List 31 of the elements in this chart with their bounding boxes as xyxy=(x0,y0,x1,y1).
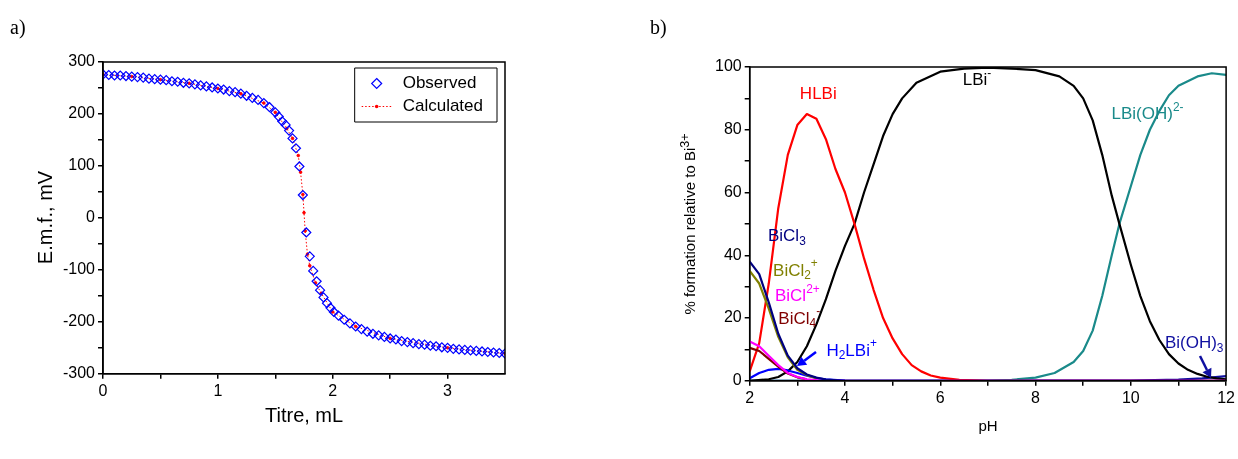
chart-title: a) xyxy=(10,16,26,39)
y-tick-label: 80 xyxy=(723,120,742,138)
y-tick-label: 100 xyxy=(68,156,96,174)
legend-label: Calculated xyxy=(402,96,483,116)
x-tick-label: 6 xyxy=(935,388,945,406)
y-tick-label: 60 xyxy=(723,182,742,200)
x-tick-label: 3 xyxy=(443,381,453,399)
x-axis-title: Titre, mL xyxy=(265,403,344,427)
y-tick-label: 40 xyxy=(723,245,742,263)
chart-title: b) xyxy=(650,16,667,39)
x-tick-label: 2 xyxy=(745,388,755,406)
x-tick-label: 4 xyxy=(840,388,850,406)
x-tick-label: 8 xyxy=(1031,388,1041,406)
y-tick-label: -200 xyxy=(62,312,96,330)
legend-label: Observed xyxy=(402,73,477,93)
x-tick-label: 1 xyxy=(213,381,223,399)
y-tick-label: -100 xyxy=(62,260,96,278)
x-tick-label: 12 xyxy=(1217,388,1236,406)
series-label: HLBi xyxy=(799,83,837,103)
y-tick-label: 0 xyxy=(86,208,96,226)
x-axis-title: pH xyxy=(978,416,998,434)
y-tick-label: 300 xyxy=(68,52,96,70)
y-tick-label: 20 xyxy=(723,308,742,326)
y-tick-label: -300 xyxy=(62,364,96,382)
y-axis-title: E.m.f., mV xyxy=(33,171,57,265)
series-label: LBi- xyxy=(962,65,992,90)
x-tick-label: 2 xyxy=(328,381,338,399)
x-tick-label: 0 xyxy=(98,381,108,399)
y-tick-label: 100 xyxy=(714,57,742,75)
y-tick-label: 200 xyxy=(68,104,96,122)
x-tick-label: 10 xyxy=(1121,388,1140,406)
